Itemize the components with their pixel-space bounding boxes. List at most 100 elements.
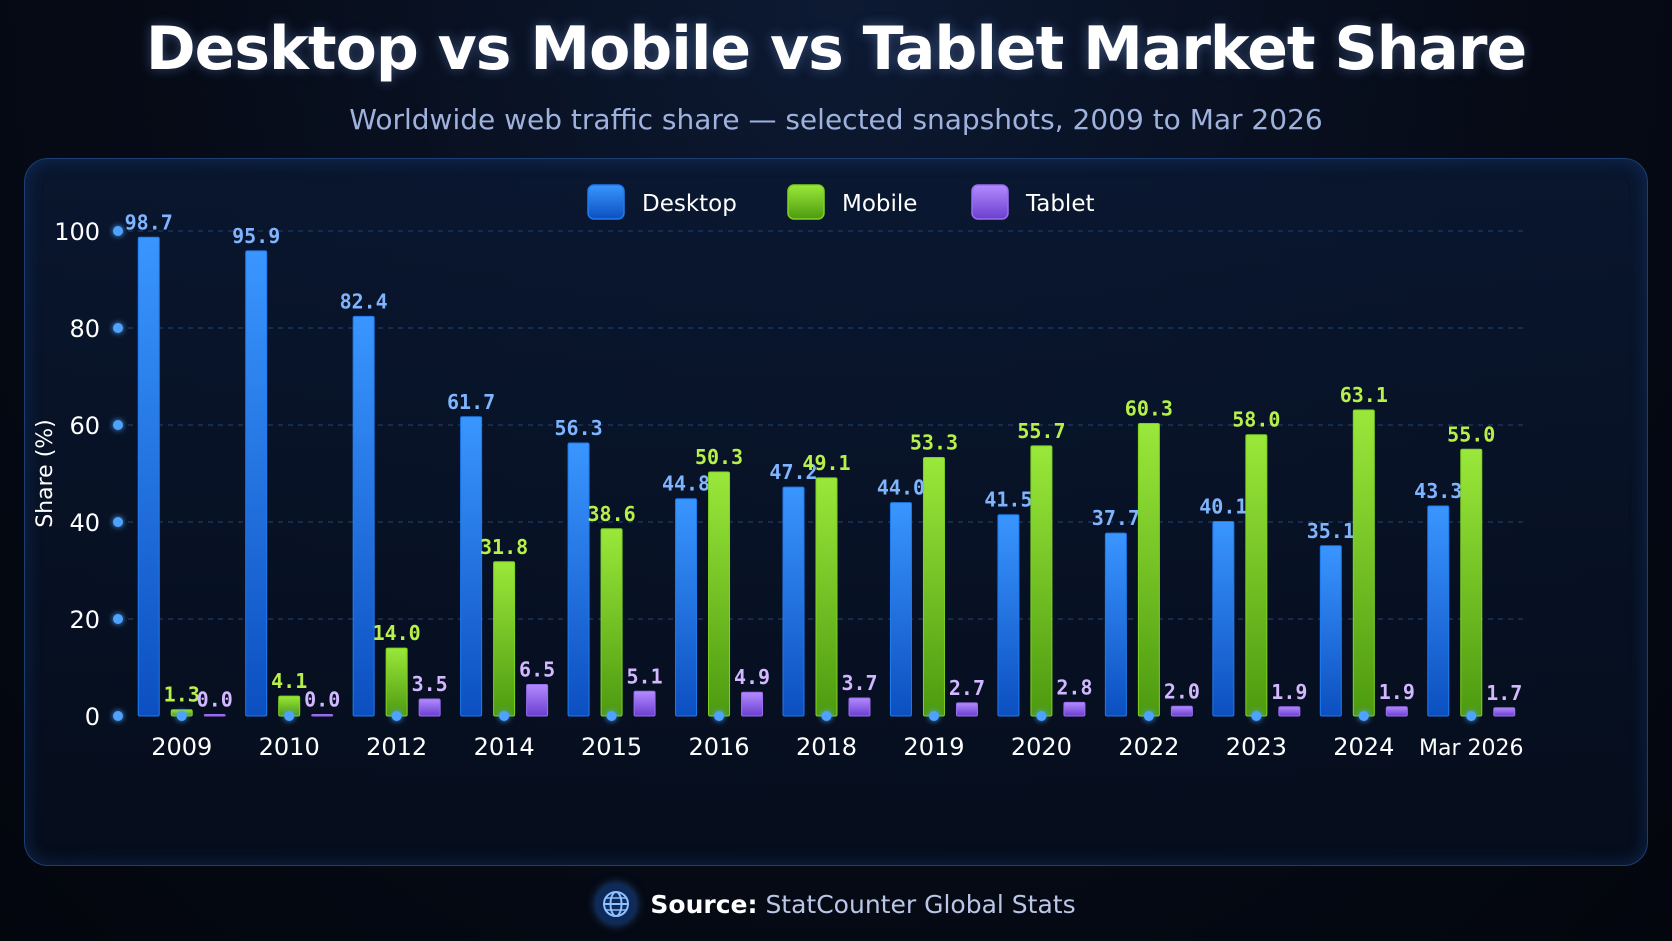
desktop-bar <box>460 416 483 717</box>
y-axis-title: Share (%) <box>33 419 58 528</box>
x-tick-label: Mar 2026 <box>1419 736 1524 761</box>
x-tick-label: 2018 <box>796 733 857 761</box>
y-axis: 0 20 40 60 80 100 Share (%) <box>33 218 123 731</box>
x-tick-dot <box>176 711 187 721</box>
mobile-value-label: 50.3 <box>695 445 743 469</box>
tablet-value-label: 3.5 <box>412 672 448 696</box>
desktop-value-label: 95.9 <box>232 224 280 248</box>
x-tick-dot <box>1143 711 1154 721</box>
desktop-bar <box>675 498 698 717</box>
tablet-value-label: 2.7 <box>949 676 985 700</box>
tablet-bar <box>1385 706 1408 717</box>
desktop-bar <box>137 236 160 717</box>
desktop-value-label: 41.5 <box>984 488 1032 512</box>
desktop-bar <box>1319 545 1342 717</box>
desktop-bar <box>1104 532 1127 717</box>
x-tick-dot <box>284 711 295 721</box>
tablet-bar <box>955 702 978 717</box>
mobile-legend-label: Mobile <box>842 191 917 217</box>
mobile-legend-swatch <box>787 184 825 220</box>
x-tick-label: 2012 <box>366 733 427 761</box>
x-tick-dot <box>928 711 939 721</box>
desktop-value-label: 44.0 <box>877 476 925 500</box>
x-axis: 2009 2010 2012 2014 2015 2016 2018 2019 2020 2022… <box>118 711 1525 761</box>
x-tick-dot <box>499 711 510 721</box>
mobile-value-label: 55.0 <box>1447 422 1495 446</box>
x-tick-label: 2019 <box>903 733 964 761</box>
x-tick-dot <box>1251 711 1262 721</box>
bars: 98.71.30.095.94.10.082.414.03.561.731.86… <box>125 210 1522 717</box>
desktop-legend-swatch <box>587 184 625 220</box>
y-tick-label: 80 <box>69 315 100 343</box>
x-tick-label: 2015 <box>581 733 642 761</box>
tablet-bar <box>1170 705 1193 717</box>
mobile-bar <box>600 528 623 717</box>
desktop-legend-label: Desktop <box>642 191 737 217</box>
tablet-legend-swatch <box>971 184 1009 220</box>
x-tick-dot <box>606 711 617 721</box>
mobile-value-label: 38.6 <box>587 502 635 526</box>
mobile-value-label: 63.1 <box>1340 383 1388 407</box>
x-tick-label: 2020 <box>1011 733 1072 761</box>
desktop-bar <box>1427 505 1450 717</box>
x-tick-label: 2009 <box>151 733 212 761</box>
tablet-bar <box>633 690 656 717</box>
tablet-value-label: 1.9 <box>1271 680 1307 704</box>
mobile-bar <box>922 456 945 717</box>
mobile-bar <box>1460 448 1483 717</box>
tablet-value-label: 5.1 <box>627 664 663 688</box>
tablet-value-label: 2.8 <box>1056 675 1092 699</box>
tablet-value-label: 1.9 <box>1379 680 1415 704</box>
tablet-bar <box>848 697 871 717</box>
desktop-bar <box>889 502 912 717</box>
x-tick-dot <box>821 711 832 721</box>
tablet-bar <box>1063 701 1086 717</box>
desktop-value-label: 98.7 <box>125 210 173 234</box>
source-line: Source: StatCounter Global Stats <box>0 884 1672 924</box>
x-tick-label: 2010 <box>259 733 320 761</box>
desktop-value-label: 56.3 <box>554 416 602 440</box>
y-tick-label: 40 <box>69 509 100 537</box>
x-tick-label: 2016 <box>688 733 749 761</box>
mobile-value-label: 58.0 <box>1232 408 1280 432</box>
desktop-value-label: 35.1 <box>1307 519 1355 543</box>
mobile-bar <box>708 471 731 717</box>
mobile-bar <box>493 561 516 717</box>
x-tick-dot <box>391 711 402 721</box>
y-tick-label: 60 <box>69 412 100 440</box>
y-tick-label: 20 <box>69 606 100 634</box>
source-label: Source: <box>650 889 758 919</box>
desktop-value-label: 82.4 <box>340 289 388 313</box>
legend: Desktop Mobile Tablet <box>587 184 1095 220</box>
mobile-bar <box>385 647 408 717</box>
x-tick-dot <box>1036 711 1047 721</box>
mobile-value-label: 55.7 <box>1017 419 1065 443</box>
desktop-value-label: 40.1 <box>1199 495 1247 519</box>
desktop-value-label: 47.2 <box>769 460 817 484</box>
source-text: StatCounter Global Stats <box>765 889 1076 919</box>
mobile-bar <box>1137 423 1160 717</box>
mobile-bar <box>815 477 838 717</box>
x-tick-label: 2023 <box>1226 733 1287 761</box>
mobile-bar <box>1030 445 1053 717</box>
mobile-value-label: 14.0 <box>373 621 421 645</box>
tablet-value-label: 0.0 <box>197 688 233 712</box>
desktop-bar <box>245 250 268 717</box>
desktop-bar <box>1212 521 1235 717</box>
mobile-bar <box>1245 434 1268 717</box>
x-tick-label: 2022 <box>1118 733 1179 761</box>
desktop-value-label: 37.7 <box>1092 506 1140 530</box>
y-tick-label: 0 <box>85 703 100 731</box>
tablet-value-label: 0.0 <box>304 688 340 712</box>
globe-icon <box>596 884 637 924</box>
mobile-value-label: 49.1 <box>802 451 850 475</box>
chart-title: Desktop vs Mobile vs Tablet Market Share <box>145 14 1527 84</box>
tablet-legend-label: Tablet <box>1025 191 1095 217</box>
x-tick-label: 2014 <box>474 733 535 761</box>
tablet-bar <box>741 691 764 717</box>
y-tick-label: 100 <box>54 218 100 246</box>
tablet-value-label: 6.5 <box>519 657 555 681</box>
desktop-value-label: 61.7 <box>447 390 495 414</box>
